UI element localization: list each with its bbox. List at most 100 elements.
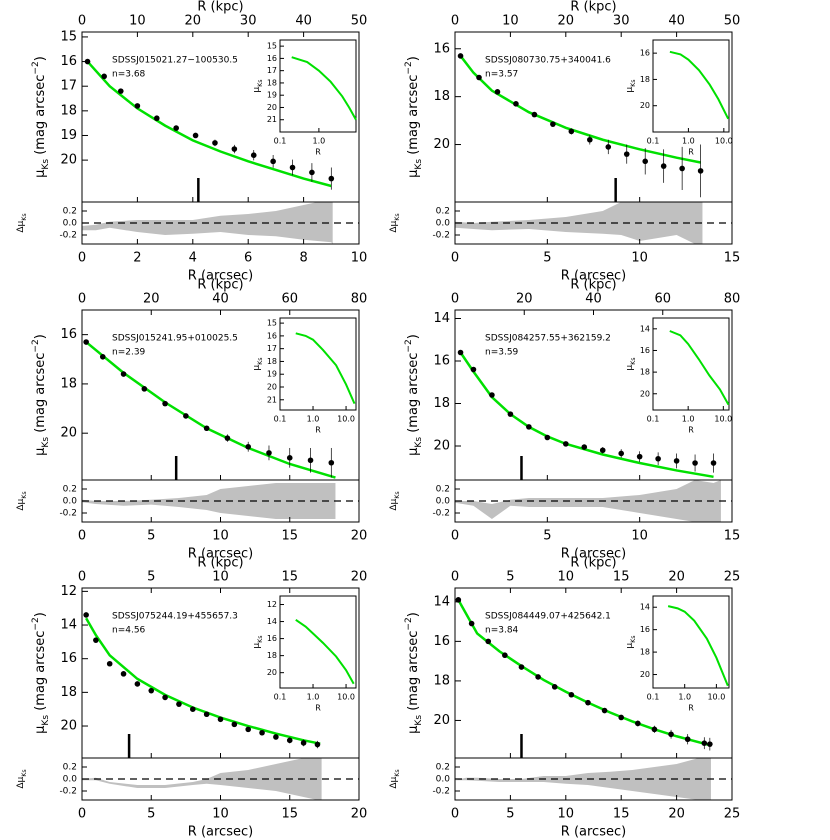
data-point (106, 660, 113, 667)
data-point (568, 128, 575, 135)
x-tick-label: 2 (133, 251, 141, 266)
inset-y-label-part: μ (625, 87, 635, 93)
inset-x-tick-label: 1.0 (682, 137, 695, 146)
residual-y-tick-label: -0.2 (432, 787, 450, 797)
data-point (141, 386, 148, 392)
data-point (120, 371, 127, 377)
inset-y-tick-label: 20 (640, 101, 650, 110)
data-point (162, 694, 168, 701)
x2-tick-label: 10 (212, 570, 229, 585)
x-tick-label: 10 (212, 529, 229, 544)
data-point (84, 58, 91, 65)
x-tick-label: 20 (668, 807, 685, 822)
inset-y-tick-label: 19 (267, 91, 277, 100)
x2-tick-label: 20 (516, 292, 533, 307)
x2-tick-label: 5 (506, 570, 514, 585)
residual-y-tick-label: 0.2 (63, 207, 77, 217)
data-point (692, 460, 698, 466)
data-point (328, 175, 335, 182)
y-axis-label-part: −2 (404, 339, 414, 352)
galaxy-name: SDSSJ084257.55+362159.2 (485, 334, 611, 344)
inset-y-tick-label: 20 (267, 668, 277, 677)
galaxy-name: SDSSJ075244.19+455657.3 (112, 612, 238, 622)
data-point (518, 664, 525, 670)
y-axis-label: μKs (mag arcsec−2) (31, 334, 51, 456)
data-point (601, 707, 608, 714)
inset-model-line (295, 619, 355, 685)
x-tick-label: 0 (451, 529, 459, 544)
y-tick-label: 20 (433, 713, 450, 728)
inset-frame (279, 39, 357, 133)
data-point (266, 450, 272, 456)
data-point (101, 73, 107, 80)
x-tick-label: 15 (724, 251, 741, 266)
x-tick-label: 0 (451, 807, 459, 822)
y-axis-label: μKs (mag arcsec−2) (404, 334, 424, 456)
inset-y-tick-label: 18 (267, 651, 277, 660)
y-tick-label: 20 (433, 137, 450, 152)
data-point (623, 151, 630, 157)
inset-y-tick-label: 16 (267, 331, 277, 340)
data-point (507, 411, 514, 417)
data-point (183, 413, 189, 419)
data-point (245, 726, 251, 733)
x-tick-label: 5 (147, 529, 155, 544)
x-tick-label: 5 (506, 807, 514, 822)
data-point (651, 726, 658, 733)
data-point (289, 164, 296, 171)
data-point (502, 652, 508, 659)
data-point (231, 146, 238, 152)
data-point (457, 349, 464, 356)
data-point (134, 103, 141, 109)
data-point (173, 125, 179, 131)
x2-tick-label: 20 (668, 570, 685, 585)
x2-tick-label: 60 (654, 292, 671, 307)
data-point (476, 74, 482, 81)
x-tick-label: 0 (78, 529, 86, 544)
residual-axis-label: ΔμKs (389, 491, 401, 510)
y-tick-label: 17 (60, 79, 77, 94)
residual-axis-label-part: Ks (394, 213, 401, 220)
data-point (99, 354, 106, 360)
residual-y-tick-label: 0.0 (63, 219, 78, 229)
y-axis-label-part: ) (33, 612, 48, 617)
inset-x-tick-label: 1.0 (313, 137, 326, 146)
inset-x-tick-label: 10.0 (714, 415, 732, 424)
inset-y-label: μKs (625, 79, 637, 92)
model-line (457, 599, 711, 747)
x2-tick-label: 20 (185, 14, 202, 29)
y-tick-label: 12 (60, 584, 77, 599)
x-tick-label: 10 (631, 529, 648, 544)
data-point (286, 455, 293, 461)
x2-tick-label: 80 (351, 292, 368, 307)
data-point (679, 165, 685, 172)
inset-x-tick-label: 10.0 (337, 693, 355, 702)
residual-axis-label-part: Ks (21, 213, 28, 220)
data-point (192, 132, 199, 139)
data-point (231, 721, 238, 728)
data-point (707, 741, 713, 747)
x-tick-label: 6 (244, 251, 252, 266)
residual-axis-label-part: Δμ (16, 220, 26, 232)
inset-x-tick-label: 0.1 (274, 415, 287, 424)
data-point (300, 740, 307, 746)
inset-x-label: R (315, 426, 321, 435)
residual-axis-label-part: Δμ (16, 498, 26, 510)
residual-axis-label-part: Ks (394, 769, 401, 776)
x2-tick-label: 30 (613, 14, 630, 29)
residual-axis-label-part: Ks (394, 491, 401, 498)
x-axis-label: R (arcsec) (561, 547, 626, 562)
data-point (176, 701, 182, 707)
data-point (513, 101, 519, 107)
y-tick-label: 18 (433, 89, 450, 104)
x2-tick-label: 80 (724, 292, 741, 307)
y-axis-label: μKs (mag arcsec−2) (31, 612, 51, 734)
data-point (485, 638, 492, 645)
inset-y-tick-label: 17 (267, 344, 277, 353)
x-axis-label: R (arcsec) (561, 825, 626, 840)
x2-tick-label: 25 (724, 570, 741, 585)
inset-y-label-part: μ (252, 87, 262, 93)
inset-y-tick-label: 21 (267, 115, 277, 124)
x2-tick-label: 40 (295, 14, 312, 29)
inset-y-label-part: Ks (630, 357, 637, 364)
